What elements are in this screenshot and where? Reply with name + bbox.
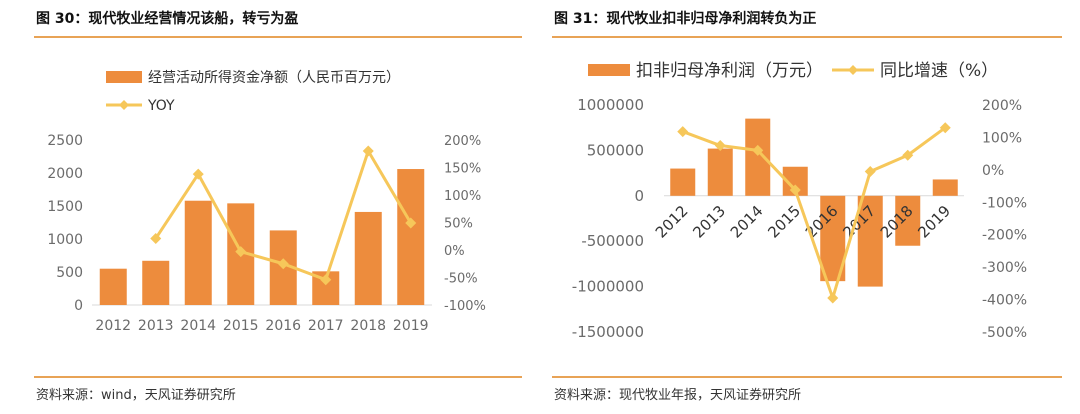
right-axis-tick-1: -50% [444, 272, 478, 287]
category-label-2014: 2014 [727, 202, 767, 242]
legend-label-0: 扣非归母净利润（万元） [636, 61, 823, 81]
figure-31-top-rule [552, 36, 1062, 38]
bar-2018 [895, 195, 921, 246]
figure-31-source: 资料来源：现代牧业年报，天风证券研究所 [554, 388, 802, 403]
right-axis-tick-5: 150% [444, 162, 481, 177]
figure-30: 图 30：现代牧业经营情况该船，转亏为盈 0 500 1000 1500 2000 250… [34, 11, 522, 403]
chart-net-profit: -1500000 -1000000 -500000 0 500000 1000000 -50… [572, 61, 1027, 341]
category-label-2019: 2019 [393, 318, 429, 334]
right-axis-tick-0: -500% [982, 325, 1027, 341]
category-label-2013: 2013 [138, 318, 174, 334]
category-label-2013: 2013 [689, 202, 729, 242]
yoy-point-2014 [192, 168, 204, 180]
yoy-line [682, 126, 947, 300]
left-axis-tick-4: 2000 [47, 166, 83, 182]
right-axis-tick-0: -100% [444, 299, 486, 314]
figure-31-bottom-rule [552, 376, 1062, 378]
category-label-2018: 2018 [350, 318, 386, 334]
right-axis-tick-6: 200% [444, 134, 481, 149]
figure-31-title: 图 31：现代牧业扣非归母净利润转负为正 [554, 11, 817, 27]
figure-31: 图 31：现代牧业扣非归母净利润转负为正 -1500000 -1000000 -50… [540, 0, 1080, 414]
yoy-point-2018 [362, 145, 374, 157]
yoy-point-2015 [789, 184, 801, 196]
category-label-2017: 2017 [308, 318, 344, 334]
left-axis-tick-2: -500000 [581, 232, 644, 250]
figure-30-title: 图 30：现代牧业经营情况该船，转亏为盈 [36, 11, 299, 27]
right-axis-tick-3: -200% [982, 228, 1027, 244]
category-label-2016: 2016 [265, 318, 301, 334]
yoy-point-2012 [677, 126, 689, 138]
bar-2012 [670, 168, 696, 196]
left-axis-tick-5: 2500 [47, 133, 83, 149]
bar-2014 [184, 200, 212, 305]
yoy-point-2013 [150, 232, 162, 244]
right-axis-tick-4: -100% [982, 195, 1027, 211]
right-axis-tick-2: -300% [982, 260, 1027, 276]
legend-label-1: 同比增速（%） [880, 61, 998, 81]
left-axis-tick-1: -1000000 [572, 278, 644, 296]
left-axis-tick-3: 1500 [47, 199, 83, 215]
right-axis-tick-4: 100% [444, 189, 481, 204]
left-axis-tick-0: 0 [74, 298, 83, 314]
legend-swatch-0 [106, 71, 142, 83]
yoy-point-2017 [864, 165, 876, 177]
legend-marker-1 [119, 100, 129, 110]
yoy-point-2013 [714, 140, 726, 152]
left-axis-tick-1: 500 [56, 265, 83, 281]
chart-operating-cash-flow: 0 500 1000 1500 2000 2500 -100% -50% 0% 50% 100% 15… [47, 69, 486, 334]
bar-2013 [707, 148, 733, 196]
yoy-point-2016 [277, 258, 289, 270]
category-label-2014: 2014 [180, 318, 216, 334]
yoy-point-2016 [827, 292, 839, 304]
bar-2013 [142, 260, 170, 305]
bar-2018 [354, 211, 382, 305]
category-label-2012: 2012 [95, 318, 131, 334]
legend-marker-1 [848, 65, 858, 75]
bar-2019 [397, 169, 425, 305]
bar-2014 [745, 118, 771, 196]
category-label-2019: 2019 [914, 202, 954, 242]
yoy-point-2019 [405, 217, 417, 229]
bar-2019 [932, 179, 958, 196]
figure-30-source: 资料来源：wind，天风证券研究所 [36, 388, 236, 403]
right-axis-tick-5: 0% [982, 163, 1004, 179]
yoy-point-2015 [235, 246, 247, 258]
yoy-point-2014 [752, 144, 764, 156]
left-axis-tick-2: 1000 [47, 232, 83, 248]
bar-2012 [99, 268, 127, 305]
legend-label-0: 经营活动所得资金净额（人民币百万元） [148, 69, 400, 86]
right-axis-tick-2: 0% [444, 244, 465, 259]
left-axis-tick-4: 500000 [587, 141, 644, 159]
yoy-point-2018 [902, 149, 914, 161]
figure-30-bottom-rule [34, 376, 522, 378]
yoy-point-2019 [939, 122, 951, 134]
category-label-2015: 2015 [223, 318, 259, 334]
right-axis-tick-6: 100% [982, 130, 1022, 146]
category-label-2015: 2015 [764, 202, 804, 242]
yoy-point-2017 [320, 274, 332, 286]
legend-label-1: YOY [147, 98, 175, 114]
right-axis-tick-7: 200% [982, 98, 1022, 114]
bar-2017 [857, 195, 883, 287]
category-label-2012: 2012 [652, 202, 692, 242]
left-axis-tick-0: -1500000 [572, 323, 644, 341]
figure-30-top-rule [34, 36, 522, 38]
right-axis-tick-3: 50% [444, 217, 473, 232]
left-axis-tick-3: 0 [634, 187, 644, 205]
right-axis-tick-1: -400% [982, 293, 1027, 309]
left-axis-tick-5: 1000000 [577, 96, 644, 114]
legend-swatch-0 [588, 64, 630, 76]
